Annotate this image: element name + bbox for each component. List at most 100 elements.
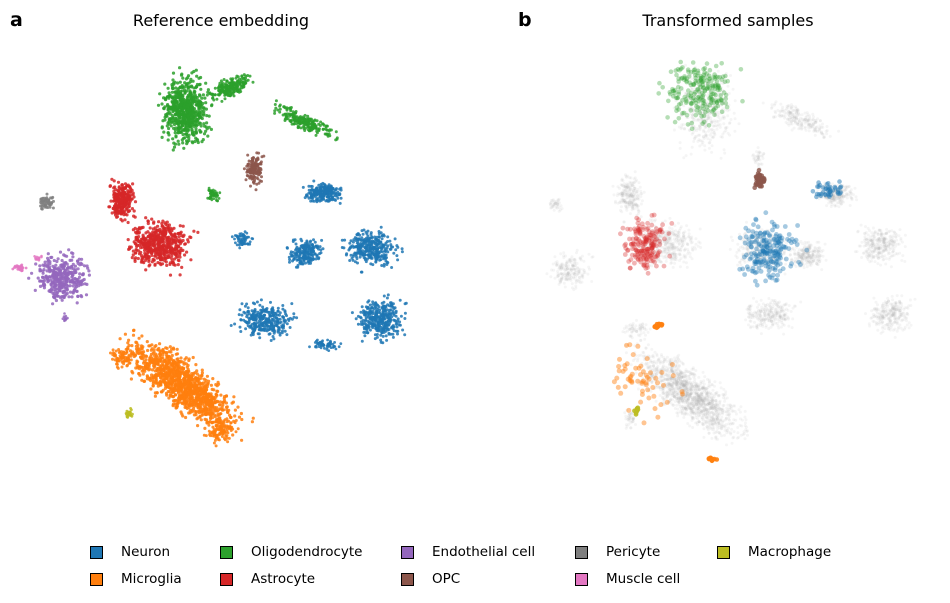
point-neuron	[349, 245, 353, 249]
point-oligodendrocyte	[188, 85, 192, 89]
point-neuron	[246, 306, 250, 310]
point-neuron	[307, 191, 311, 195]
point-opc	[252, 180, 255, 184]
point-neuron	[367, 321, 371, 325]
point-opc	[252, 174, 256, 178]
point-microglia	[142, 379, 147, 383]
point-astrocyte	[140, 258, 144, 262]
point-oligodendrocyte	[201, 113, 205, 117]
point-oligodendrocyte	[184, 132, 188, 136]
point-neuron	[320, 238, 324, 242]
point-endothelial-cell	[67, 295, 71, 299]
point-oligodendrocyte	[326, 133, 330, 137]
point-endothelial-cell	[60, 282, 64, 286]
point-oligodendrocyte	[194, 109, 198, 113]
point-astrocyte	[152, 240, 156, 244]
point-neuron	[237, 313, 241, 317]
point-oligodendrocyte	[204, 129, 208, 133]
point-neuron	[361, 241, 365, 245]
point-oligodendrocyte	[216, 199, 220, 203]
point-neuron	[327, 185, 331, 189]
point-oligodendrocyte	[209, 127, 213, 131]
point-oligodendrocyte	[174, 90, 178, 94]
point-neuron	[243, 304, 247, 308]
point-astrocyte	[108, 205, 112, 209]
point-pericyte	[39, 204, 43, 208]
point-oligodendrocyte	[285, 106, 289, 110]
point-neuron	[317, 183, 321, 187]
point-oligodendrocyte	[197, 76, 201, 80]
point-oligodendrocyte	[185, 83, 189, 87]
point-neuron	[355, 237, 359, 241]
point-neuron	[342, 246, 346, 250]
point-neuron	[309, 193, 313, 197]
point-neuron	[394, 320, 398, 324]
point-neuron	[230, 235, 234, 239]
point-neuron	[370, 324, 374, 328]
point-astrocyte	[114, 213, 118, 217]
point-neuron	[293, 256, 297, 260]
point-oligodendrocyte	[276, 108, 280, 112]
point-neuron	[247, 309, 250, 313]
point-microglia	[168, 390, 172, 394]
point-oligodendrocyte	[171, 137, 175, 141]
point-oligodendrocyte	[227, 94, 231, 97]
point-oligodendrocyte	[251, 80, 255, 84]
point-oligodendrocyte	[171, 78, 175, 82]
point-oligodendrocyte	[227, 81, 231, 85]
point-oligodendrocyte	[223, 97, 227, 101]
point-oligodendrocyte	[182, 111, 186, 115]
point-microglia	[162, 359, 166, 363]
point-endothelial-cell	[54, 283, 58, 287]
point-astrocyte	[131, 182, 135, 186]
point-oligodendrocyte	[217, 85, 221, 89]
point-neuron	[366, 229, 370, 233]
point-neuron	[359, 270, 363, 274]
point-neuron	[312, 179, 316, 183]
point-oligodendrocyte	[186, 76, 190, 80]
point-oligodendrocyte	[174, 135, 178, 139]
point-endothelial-cell	[68, 284, 72, 288]
point-endothelial-cell	[50, 255, 54, 259]
point-oligodendrocyte	[186, 105, 190, 109]
point-opc	[254, 160, 258, 164]
point-opc	[255, 176, 259, 180]
point-neuron	[269, 314, 273, 318]
point-neuron	[267, 316, 271, 320]
point-oligodendrocyte	[179, 106, 183, 110]
point-endothelial-cell	[58, 270, 62, 274]
point-neuron	[292, 312, 296, 316]
point-oligodendrocyte	[204, 81, 208, 85]
point-microglia	[158, 342, 162, 346]
point-oligodendrocyte	[195, 74, 199, 78]
point-neuron	[400, 250, 404, 254]
point-endothelial-cell	[80, 273, 85, 277]
point-astrocyte	[143, 248, 147, 252]
point-microglia	[239, 411, 243, 416]
point-astrocyte	[144, 268, 148, 272]
point-neuron	[380, 247, 384, 251]
point-oligodendrocyte	[206, 88, 210, 92]
point-endothelial-cell	[76, 267, 80, 271]
point-oligodendrocyte	[183, 120, 187, 124]
point-microglia	[150, 368, 155, 372]
point-endothelial-cell	[64, 318, 67, 322]
point-neuron	[287, 319, 291, 322]
point-oligodendrocyte	[190, 113, 194, 117]
point-neuron	[376, 307, 380, 311]
point-neuron	[288, 326, 292, 329]
point-oligodendrocyte	[181, 141, 185, 145]
point-neuron	[387, 315, 391, 319]
point-opc	[259, 171, 262, 175]
point-neuron	[363, 319, 367, 323]
point-oligodendrocyte	[189, 91, 193, 95]
point-astrocyte	[136, 256, 140, 261]
point-microglia	[130, 344, 134, 348]
point-neuron	[311, 196, 315, 200]
point-oligodendrocyte	[167, 117, 171, 121]
point-microglia	[195, 369, 199, 373]
point-oligodendrocyte	[177, 120, 181, 125]
point-endothelial-cell	[71, 251, 75, 256]
point-oligodendrocyte	[197, 100, 201, 104]
point-neuron	[325, 189, 329, 192]
